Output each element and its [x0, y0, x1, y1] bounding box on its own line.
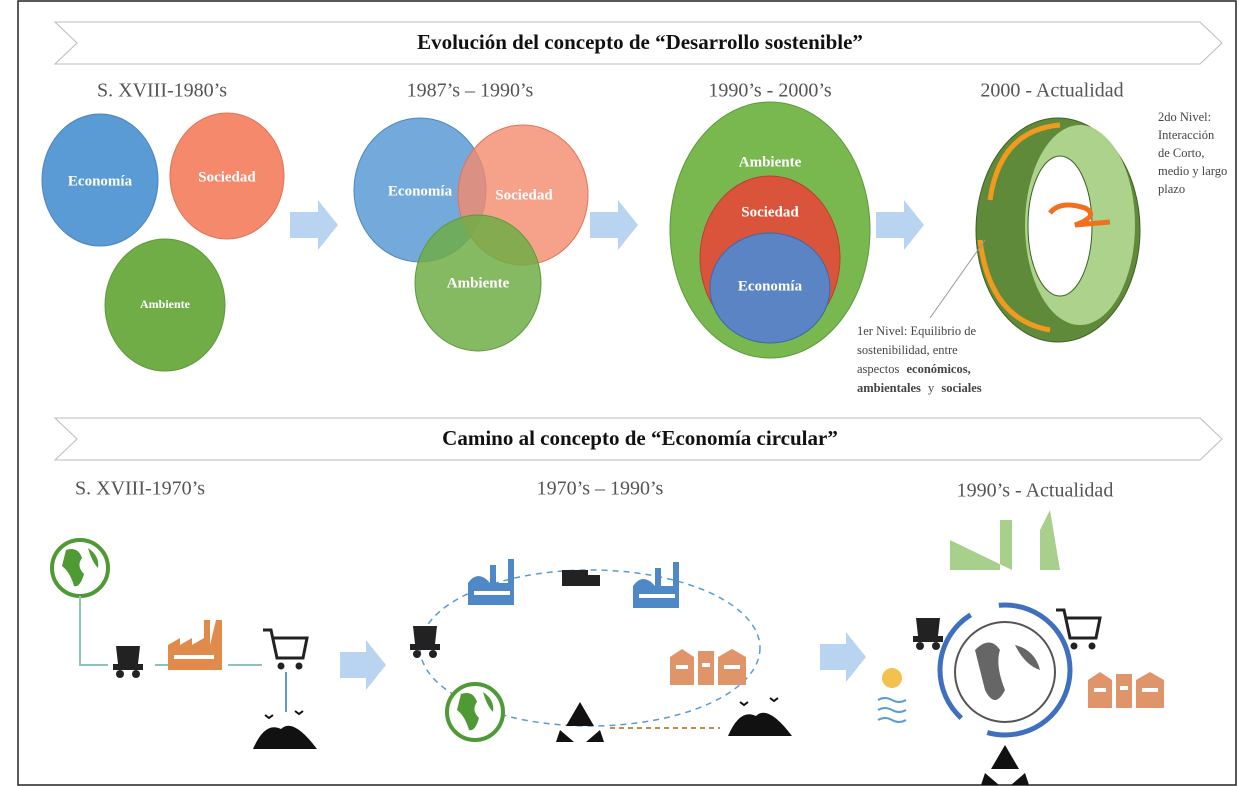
label: Sociedad — [741, 204, 799, 220]
annotation-bold: sociales — [941, 381, 981, 395]
annotation-line: plazo — [1158, 182, 1185, 196]
houses-icon — [1088, 672, 1164, 708]
diagram: Evolución del concepto de “Desarrollo so… — [0, 0, 1239, 786]
period: 1990’s - 2000’s — [708, 80, 832, 102]
section-title: Camino al concepto de “Economía circular… — [442, 426, 838, 450]
label: Economía — [68, 173, 133, 189]
label: Ambiente — [140, 297, 191, 311]
annotation-bold: ambientales — [857, 381, 921, 395]
truck-icon — [562, 570, 588, 586]
annotation-line: 2do Nivel: — [1158, 110, 1211, 124]
section-title: Evolución del concepto de “Desarrollo so… — [417, 30, 863, 54]
period: S. XVIII-1980’s — [97, 80, 227, 102]
annotation-line: 1er Nivel: Equilibrio de — [857, 324, 977, 338]
period: 2000 - Actualidad — [980, 80, 1123, 102]
period: S. XVIII-1970’s — [75, 478, 205, 500]
globe-icon — [447, 684, 503, 740]
annotation-line: y — [928, 381, 935, 395]
period: 1990’s - Actualidad — [957, 480, 1114, 502]
annotation-line: medio y largo — [1158, 164, 1227, 178]
period: 1970’s – 1990’s — [537, 478, 664, 500]
annotation-line: sostenibilidad, entre — [857, 343, 958, 357]
label: Economía — [388, 183, 453, 199]
sun-icon — [882, 668, 902, 688]
label: Ambiente — [447, 275, 510, 291]
annotation-line: de Corto, — [1158, 146, 1205, 160]
label: Ambiente — [739, 154, 802, 170]
annotation-bold: económicos, — [906, 362, 970, 376]
label: Economía — [738, 278, 803, 294]
globe-icon — [52, 540, 108, 596]
truck-icon — [588, 575, 600, 586]
period: 1987’s – 1990’s — [407, 80, 534, 102]
annotation-line: Interacción — [1158, 128, 1215, 142]
globe-icon — [955, 622, 1055, 722]
annotation-line: aspectos — [857, 362, 899, 376]
label: Sociedad — [495, 187, 553, 203]
label: Sociedad — [198, 169, 256, 185]
houses-icon — [670, 649, 746, 685]
